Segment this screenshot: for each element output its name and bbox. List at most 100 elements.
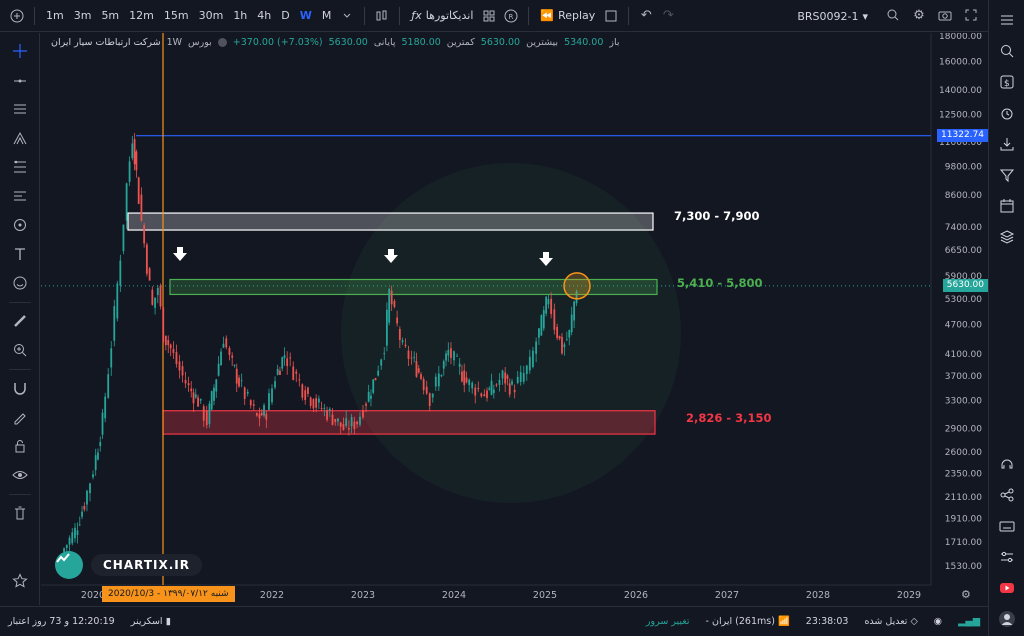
chevron-down-icon: ▾ — [862, 9, 868, 23]
timeframe-30m[interactable]: 30m — [198, 9, 224, 22]
eye-icon[interactable] — [6, 461, 34, 489]
star-icon[interactable] — [6, 567, 34, 595]
settings-icon[interactable]: ⚙ — [913, 7, 925, 23]
timeframe-list: 1m 3m 5m 12m 15m 30m 1h 4h D W M — [41, 4, 336, 28]
trash-icon[interactable] — [6, 499, 34, 527]
layout-icon[interactable] — [600, 5, 622, 27]
headset-icon[interactable] — [993, 450, 1021, 478]
alarm-clock-icon[interactable] — [993, 99, 1021, 127]
youtube-icon[interactable] — [993, 574, 1021, 602]
candle-body — [151, 289, 154, 305]
candle-body — [323, 407, 326, 409]
emoji-icon[interactable] — [6, 269, 34, 297]
candle-body — [178, 361, 181, 371]
candle-body — [283, 355, 286, 359]
timeframe-W[interactable]: W — [299, 9, 312, 22]
brush-icon[interactable] — [6, 182, 34, 210]
collapse-legend-icon[interactable] — [217, 38, 227, 47]
camera-icon[interactable] — [934, 4, 956, 26]
quick-search-icon[interactable] — [882, 4, 904, 26]
add-symbol-icon[interactable] — [6, 5, 28, 27]
replay-button[interactable]: ⏪ Replay — [535, 4, 600, 28]
magnet-icon[interactable] — [6, 374, 34, 402]
candle-body — [486, 390, 488, 399]
candle-body — [137, 177, 140, 204]
price-tick-label: 18000.00 — [939, 33, 982, 42]
timeframe-3m[interactable]: 3m — [73, 9, 92, 22]
user-avatar[interactable] — [993, 605, 1021, 633]
sliders-icon[interactable] — [993, 543, 1021, 571]
chartix-logo: CHARTIX.IR — [55, 551, 203, 579]
candle-body — [398, 328, 401, 341]
candles-icon[interactable] — [371, 5, 393, 27]
horizontal-lines-icon[interactable] — [6, 95, 34, 123]
templates-icon[interactable] — [478, 5, 500, 27]
timeframe-4h[interactable]: 4h — [257, 9, 272, 22]
menu-icon[interactable] — [993, 6, 1021, 34]
zoom-icon[interactable] — [6, 336, 34, 364]
timeframe-1m[interactable]: 1m — [46, 9, 64, 22]
price-tick-label: 2600.00 — [945, 448, 982, 458]
candle-body — [222, 343, 225, 348]
screener-label[interactable]: اسکرینر ▮ — [130, 616, 171, 627]
layers-icon[interactable] — [993, 223, 1021, 251]
candle-body — [135, 151, 138, 171]
ruler-icon[interactable] — [6, 307, 34, 335]
exchange-name: بورس — [188, 37, 212, 48]
price-tick-label: 5300.00 — [945, 295, 982, 305]
lock-icon[interactable] — [6, 432, 34, 460]
adjusted-label[interactable]: تعدیل شده ◇ — [864, 616, 918, 627]
fib-icon[interactable] — [6, 153, 34, 181]
candle-body — [304, 390, 307, 401]
redo-icon[interactable]: ↷ — [662, 8, 674, 23]
candle-body — [164, 335, 167, 346]
trend-line-icon[interactable] — [6, 66, 34, 94]
share-icon[interactable] — [993, 481, 1021, 509]
undo-icon[interactable]: ↶ — [640, 8, 652, 23]
candle-body — [298, 379, 301, 381]
candle-body — [377, 370, 380, 376]
filter-icon[interactable] — [993, 161, 1021, 189]
search-icon[interactable] — [993, 37, 1021, 65]
candle-body — [255, 413, 258, 416]
timeframe-5m[interactable]: 5m — [101, 9, 120, 22]
download-icon[interactable] — [993, 130, 1021, 158]
candle-body — [181, 366, 184, 376]
indicators-button[interactable]: ƒx اندیکاتورها — [406, 4, 478, 28]
keyboard-icon[interactable] — [993, 512, 1021, 540]
fullscreen-icon[interactable] — [960, 4, 982, 26]
lock-pencil-icon[interactable] — [6, 403, 34, 431]
separator — [528, 6, 530, 25]
chevron-down-icon[interactable] — [336, 5, 358, 27]
crosshair-icon[interactable] — [6, 37, 34, 65]
candle-body — [76, 530, 79, 535]
alert-icon[interactable]: R — [500, 5, 522, 27]
candle-body — [154, 297, 156, 308]
candle-body — [169, 344, 172, 349]
candle-body — [172, 348, 175, 353]
chart-area[interactable]: 1530.00 1710.00 1910.00 2110.00 2350.00 2600.… — [41, 33, 988, 605]
timeframe-1h[interactable]: 1h — [233, 9, 248, 22]
calendar-icon[interactable] — [993, 192, 1021, 220]
visibility-icon[interactable]: ◉ — [933, 616, 943, 627]
candle-body — [184, 379, 187, 384]
candle-body — [309, 397, 312, 406]
change-server-button[interactable]: تغییر سرور — [645, 616, 690, 627]
candle-body — [383, 353, 386, 355]
drawing-toolbar — [0, 33, 40, 605]
symbol-selector[interactable]: BRS0092-1 ▾ — [797, 4, 868, 28]
candle-body — [495, 384, 498, 386]
timeframe-M[interactable]: M — [321, 9, 332, 22]
candle-body — [89, 483, 91, 494]
candle-body — [320, 408, 323, 410]
candle-body — [374, 378, 377, 381]
text-icon[interactable] — [6, 240, 34, 268]
pitchfork-icon[interactable] — [6, 124, 34, 152]
chart-canvas[interactable]: 1530.00 1710.00 1910.00 2110.00 2350.00 2600.… — [41, 33, 988, 605]
timeframe-D[interactable]: D — [281, 9, 290, 22]
timeframe-15m[interactable]: 15m — [163, 9, 189, 22]
timeframe-12m[interactable]: 12m — [129, 9, 154, 22]
shapes-icon[interactable] — [6, 211, 34, 239]
candle-body — [540, 315, 543, 336]
dollar-icon[interactable]: $ — [993, 68, 1021, 96]
